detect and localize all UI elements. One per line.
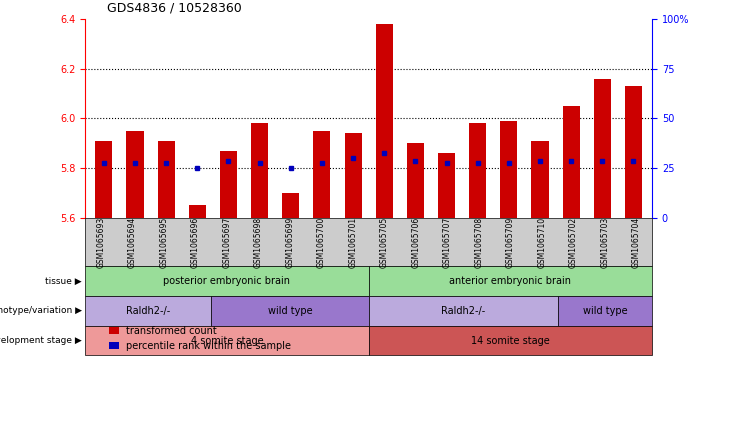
Bar [438,153,455,218]
Bar [625,86,642,218]
Bar [189,206,206,218]
Text: GSM1065704: GSM1065704 [632,217,641,268]
Bar [158,141,175,218]
Bar [594,79,611,218]
Text: wild type: wild type [268,306,312,316]
Text: GSM1065697: GSM1065697 [222,217,231,268]
Bar [500,121,517,218]
Text: GSM1065700: GSM1065700 [317,217,326,268]
Text: GSM1065699: GSM1065699 [285,217,294,268]
Text: GSM1065698: GSM1065698 [254,217,263,268]
Text: genotype/variation ▶: genotype/variation ▶ [0,306,82,316]
Bar [469,124,486,218]
Text: GSM1065696: GSM1065696 [191,217,200,268]
Text: GDS4836 / 10528360: GDS4836 / 10528360 [107,2,242,15]
Text: GSM1065693: GSM1065693 [96,217,105,268]
Text: development stage ▶: development stage ▶ [0,336,82,345]
Bar [531,141,548,218]
Bar [220,151,237,218]
Text: GSM1065707: GSM1065707 [443,217,452,268]
Text: Raldh2-/-: Raldh2-/- [126,306,170,316]
Text: GSM1065701: GSM1065701 [348,217,357,268]
Text: GSM1065709: GSM1065709 [506,217,515,268]
Bar [407,143,424,218]
Text: GSM1065702: GSM1065702 [569,217,578,268]
Text: GSM1065708: GSM1065708 [474,217,483,268]
Text: GSM1065705: GSM1065705 [380,217,389,268]
Bar [562,106,579,218]
Text: tissue ▶: tissue ▶ [45,277,82,286]
Bar [376,24,393,218]
Bar [313,131,330,218]
Text: GSM1065706: GSM1065706 [411,217,420,268]
Text: anterior embryonic brain: anterior embryonic brain [449,276,571,286]
Text: 14 somite stage: 14 somite stage [471,335,550,346]
Text: GSM1065710: GSM1065710 [537,217,546,268]
Bar [282,193,299,218]
Text: GSM1065695: GSM1065695 [159,217,168,268]
Text: wild type: wild type [582,306,627,316]
Bar [96,141,113,218]
Text: posterior embryonic brain: posterior embryonic brain [164,276,290,286]
Text: 4 somite stage: 4 somite stage [190,335,263,346]
Bar [127,131,144,218]
Text: Raldh2-/-: Raldh2-/- [441,306,485,316]
Legend: transformed count, percentile rank within the sample: transformed count, percentile rank withi… [105,322,295,355]
Bar [345,133,362,218]
Text: GSM1065694: GSM1065694 [128,217,137,268]
Bar [251,124,268,218]
Text: GSM1065703: GSM1065703 [600,217,609,268]
